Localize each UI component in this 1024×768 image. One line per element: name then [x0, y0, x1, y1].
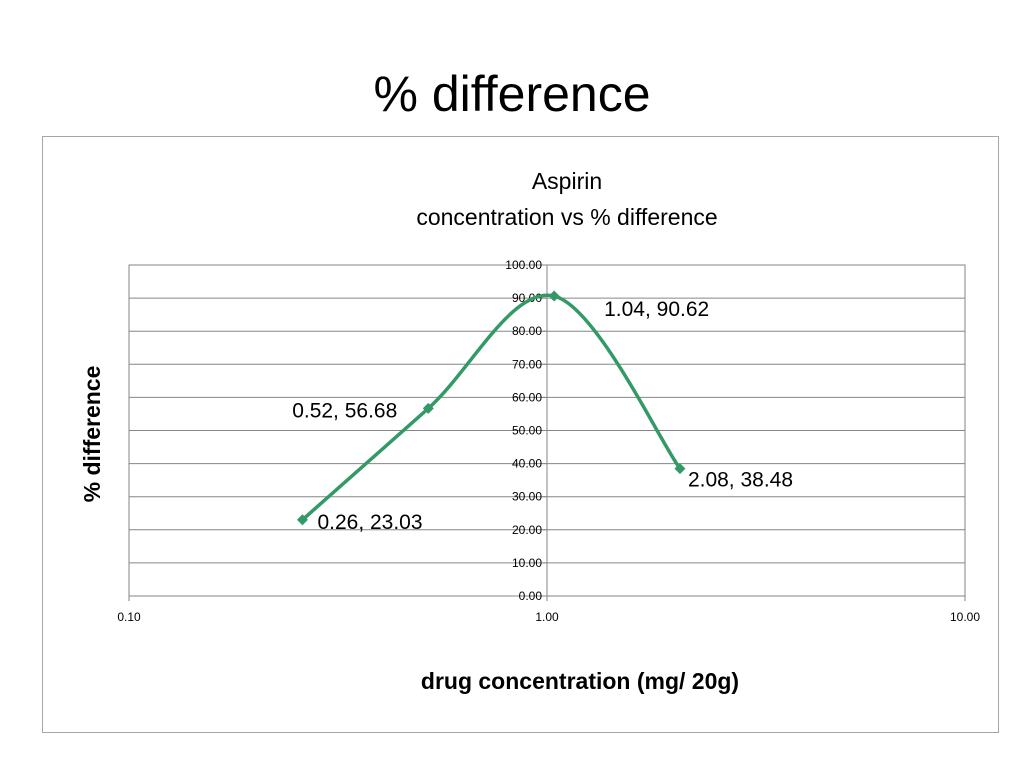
slide-title: % difference: [373, 66, 651, 122]
y-tick-label: 60.00: [512, 390, 542, 404]
x-tick-label: 1.00: [535, 610, 559, 624]
data-label: 1.04, 90.62: [604, 298, 709, 321]
data-point-marker: [422, 402, 434, 414]
chart-title-line: Aspirin: [532, 168, 602, 194]
data-point-marker: [548, 290, 560, 302]
data-point-marker: [674, 463, 686, 475]
y-tick-label: 10.00: [512, 556, 542, 570]
data-point-marker: [296, 514, 308, 526]
y-tick-label: 80.00: [512, 324, 542, 338]
y-tick-label: 40.00: [512, 457, 542, 471]
x-tick-label: 10.00: [950, 610, 980, 624]
y-tick-label: 90.00: [512, 291, 542, 305]
x-axis-title: drug concentration (mg/ 20g): [421, 668, 739, 694]
y-tick-label: 50.00: [512, 424, 542, 438]
x-tick-label: 0.10: [117, 610, 141, 624]
series-line: [300, 293, 682, 522]
y-tick-label: 0.00: [519, 589, 543, 603]
data-label: 2.08, 38.48: [688, 469, 793, 492]
y-axis-title: % difference: [79, 366, 105, 503]
data-label: 0.52, 56.68: [292, 399, 397, 422]
chart-frame: 0.00 10.00 20.00 30.00 40.00 50.00 60.00 70.00 8…: [42, 136, 999, 733]
y-tick-label: 70.00: [512, 357, 542, 371]
chart-title-line: concentration vs % difference: [416, 204, 717, 230]
y-tick-label: 100.00: [505, 258, 542, 272]
chart: 0.00 10.00 20.00 30.00 40.00 50.00 60.00 70.00 8…: [79, 168, 980, 694]
data-label: 0.26, 23.03: [317, 511, 422, 534]
y-tick-label: 30.00: [512, 490, 542, 504]
y-tick-label: 20.00: [512, 523, 542, 537]
